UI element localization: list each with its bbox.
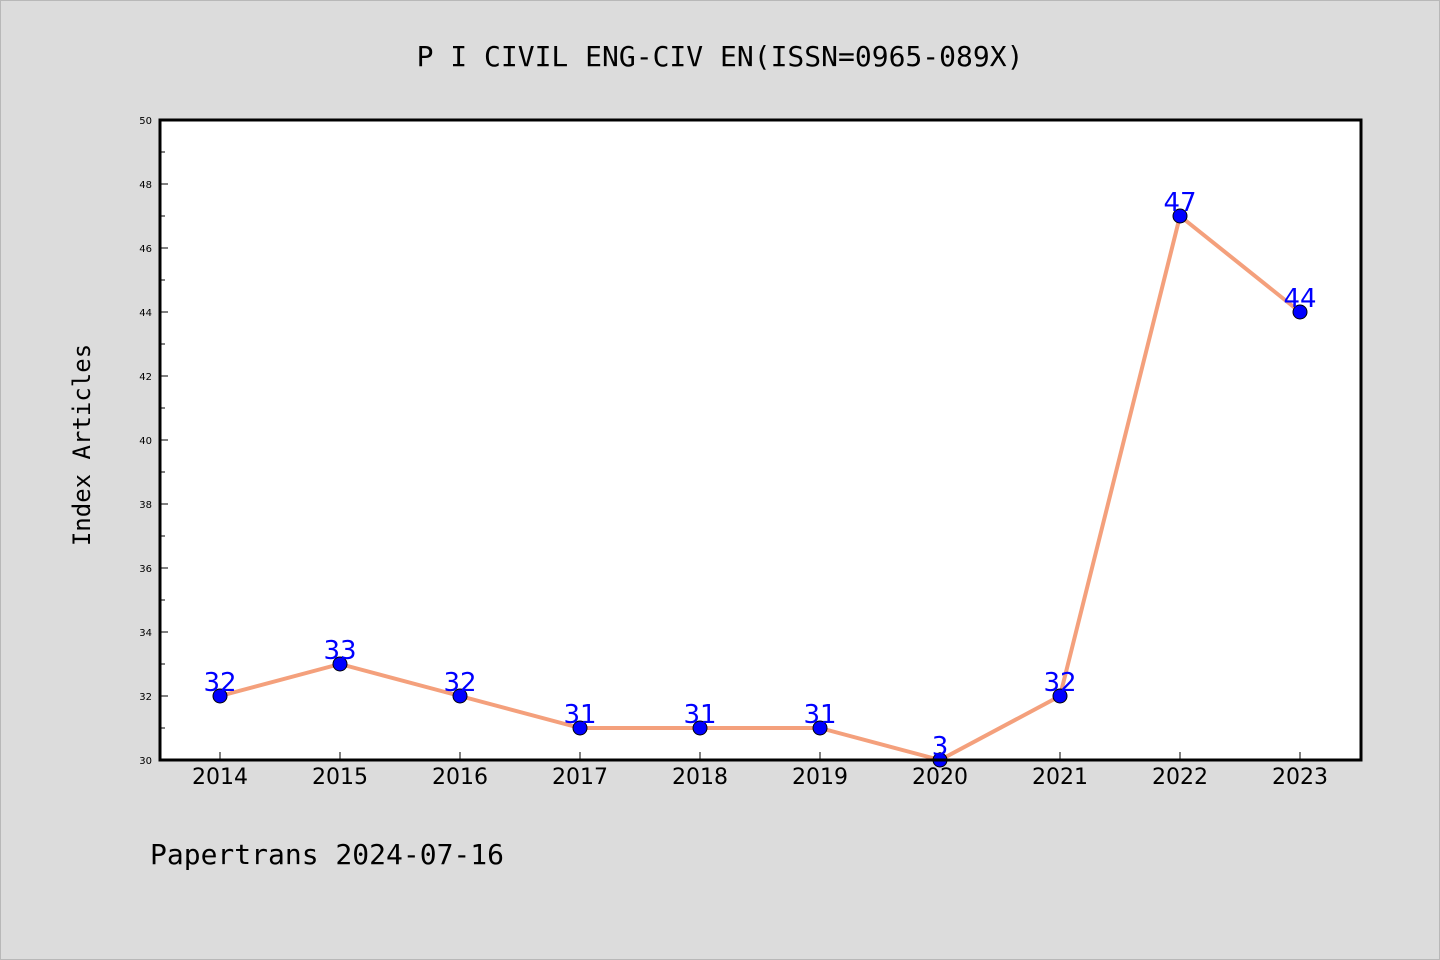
data-label: 31	[683, 700, 716, 730]
data-point	[692, 720, 708, 736]
y-tick-label: 48	[139, 180, 152, 191]
y-tick-label: 40	[139, 436, 152, 447]
data-point	[332, 656, 348, 672]
y-axis-label: Index Articles	[68, 344, 96, 546]
data-point	[572, 720, 588, 736]
chart-title: P I CIVIL ENG-CIV EN(ISSN=0965-089X)	[417, 40, 1024, 73]
data-label: 44	[1283, 284, 1316, 314]
x-tick-label: 2021	[1032, 765, 1088, 790]
x-tick-label: 2023	[1272, 765, 1328, 790]
data-label: 32	[1043, 668, 1076, 698]
footer-text: Papertrans 2024-07-16	[150, 838, 504, 871]
y-tick-label: 46	[139, 244, 152, 255]
y-tick-label: 50	[139, 116, 152, 127]
y-tick-label: 32	[139, 692, 152, 703]
y-tick-label: 38	[139, 500, 152, 511]
x-tick-label: 2015	[312, 765, 368, 790]
data-point	[1172, 208, 1188, 224]
x-tick-label: 2019	[792, 765, 848, 790]
data-point	[1052, 688, 1068, 704]
y-tick-label: 36	[139, 564, 152, 575]
plot-area	[160, 120, 1361, 760]
data-label: 33	[323, 636, 356, 666]
y-tick-label: 34	[139, 628, 152, 639]
data-point	[812, 720, 828, 736]
data-label: 32	[203, 668, 236, 698]
x-tick-label: 2017	[552, 765, 608, 790]
data-label: 47	[1163, 188, 1196, 218]
y-tick-label: 42	[139, 372, 152, 383]
y-tick-label: 44	[139, 308, 152, 319]
x-tick-label: 2018	[672, 765, 728, 790]
data-label: 32	[443, 668, 476, 698]
y-tick-label: 30	[139, 756, 152, 767]
x-tick-label: 2020	[912, 765, 968, 790]
data-point	[452, 688, 468, 704]
data-label: 3	[932, 732, 949, 762]
x-tick-label: 2016	[432, 765, 488, 790]
data-label: 31	[803, 700, 836, 730]
series-line	[218, 214, 1302, 762]
x-tick-label: 2022	[1152, 765, 1208, 790]
data-point	[1292, 304, 1308, 320]
plot-border	[158, 118, 1363, 762]
x-tick-label: 2014	[192, 765, 248, 790]
data-label: 31	[563, 700, 596, 730]
data-point	[212, 688, 228, 704]
